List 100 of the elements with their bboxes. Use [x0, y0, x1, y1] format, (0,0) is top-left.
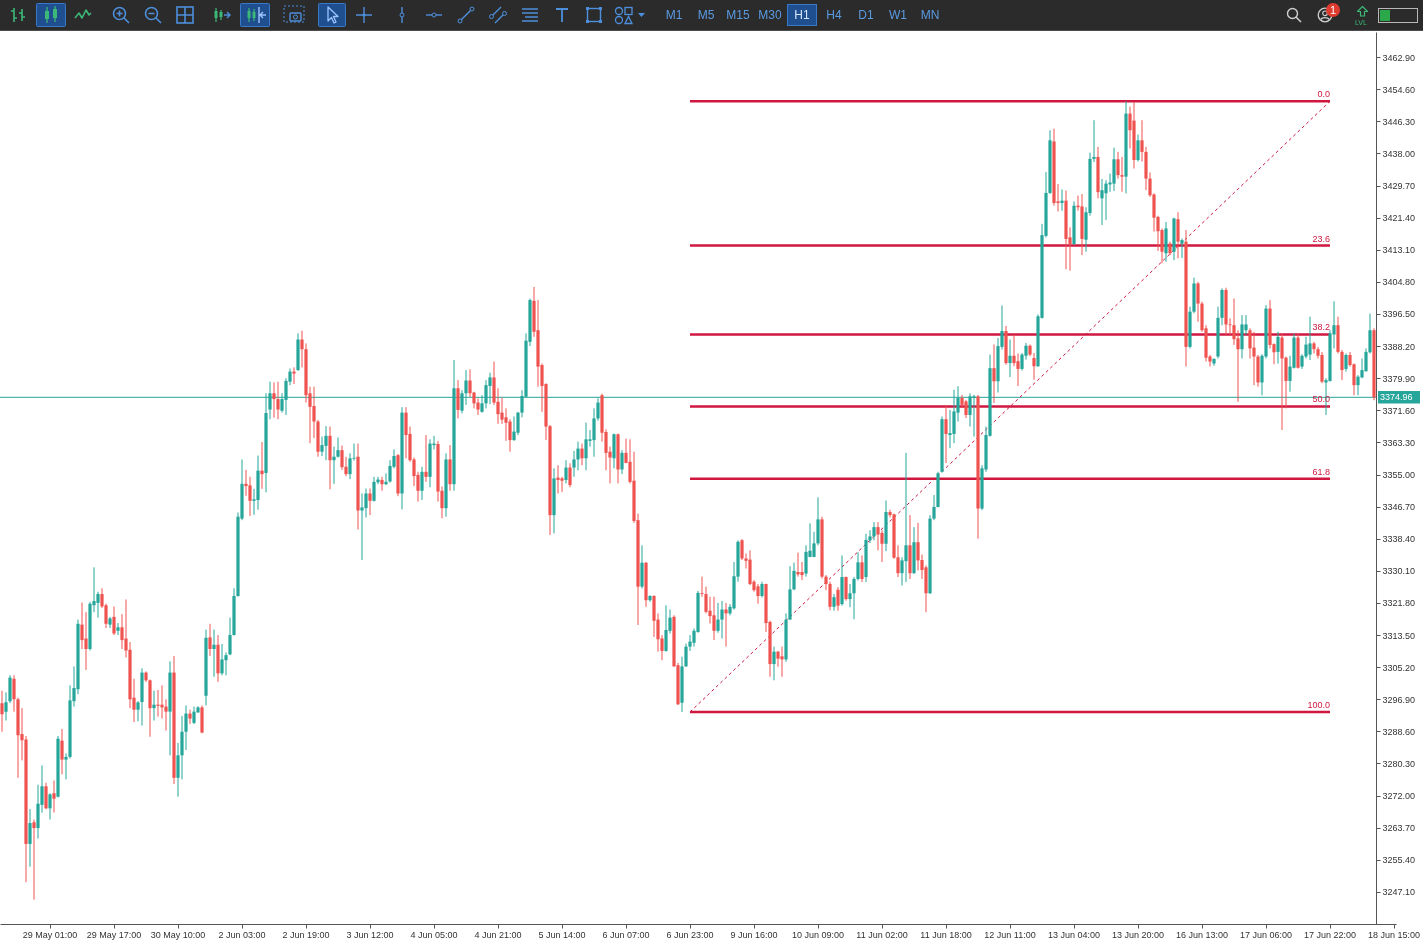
candlestick: [1176, 211, 1180, 259]
y-tick-label: 3346.70: [1382, 502, 1416, 513]
candlestick: [360, 492, 364, 561]
candlestick: [44, 782, 48, 810]
candlestick: [872, 521, 876, 541]
candlestick: [276, 381, 280, 420]
candlestick: [380, 476, 384, 492]
y-tick-label: 3438.00: [1382, 148, 1416, 159]
candlestick: [904, 452, 908, 583]
y-tick-label: 3313.50: [1382, 630, 1416, 641]
x-tick-label: 13 Jun 20:00: [1111, 929, 1165, 940]
candlestick: [612, 433, 616, 469]
candlestick: [944, 404, 948, 464]
candlestick: [972, 394, 976, 438]
x-tick-label: 6 Jun 23:00: [666, 929, 714, 940]
x-tick-label: 29 May 17:00: [86, 929, 142, 940]
candlestick: [1280, 332, 1284, 431]
candlestick: [1252, 331, 1256, 386]
candlestick: [860, 554, 864, 583]
candlestick: [1180, 238, 1184, 259]
candlestick: [48, 792, 52, 821]
y-tick-label: 3396.50: [1382, 309, 1416, 320]
candlestick: [32, 819, 36, 901]
y-tick-label: 3363.30: [1382, 437, 1416, 448]
y-tick-label: 3388.20: [1382, 341, 1416, 352]
y-tick-label: 3421.40: [1382, 213, 1416, 224]
series-label: 100.0: [1307, 700, 1330, 711]
candlestick: [220, 643, 224, 676]
candlestick: [292, 366, 296, 385]
candlestick: [1120, 156, 1124, 193]
x-tick-label: 18 Jun 15:00: [1367, 929, 1421, 940]
x-tick-label: 12 Jun 11:00: [984, 929, 1036, 940]
y-tick-label: 3288.60: [1382, 726, 1416, 737]
candlestick: [272, 381, 276, 419]
x-tick-label: 2 Jun 19:00: [282, 929, 330, 940]
series-label: 23.6: [1312, 233, 1330, 244]
x-tick-label: 3 Jun 12:00: [346, 929, 394, 940]
candlestick: [112, 605, 116, 636]
x-tick-label: 5 Jun 14:00: [538, 929, 586, 940]
x-tick-label: 4 Jun 05:00: [410, 929, 458, 940]
candlestick: [992, 344, 996, 404]
y-tick-label: 3355.00: [1382, 470, 1416, 481]
series-label: 38.2: [1312, 322, 1330, 333]
candlestick: [212, 629, 216, 678]
y-tick-label: 3247.10: [1382, 887, 1416, 898]
y-tick-label: 3454.60: [1382, 84, 1416, 95]
y-tick-label: 3296.90: [1382, 694, 1416, 705]
candlestick: [372, 476, 376, 503]
candlestick: [780, 646, 784, 678]
y-tick-label: 3280.30: [1382, 758, 1416, 769]
candlestick: [368, 487, 372, 516]
candlestick: [1344, 352, 1348, 373]
y-tick-label: 3321.80: [1382, 598, 1416, 609]
x-tick-label: 11 Jun 18:00: [920, 929, 972, 940]
candlestick: [756, 583, 760, 605]
candlestick: [116, 622, 120, 636]
x-tick-label: 17 Jun 06:00: [1239, 929, 1293, 940]
candlestick: [836, 586, 840, 612]
candlestick: [556, 464, 560, 494]
candlestick: [964, 399, 968, 419]
y-tick-label: 3462.90: [1382, 52, 1416, 63]
x-tick-label: 29 May 01:00: [22, 929, 78, 940]
y-tick-label: 3272.00: [1382, 791, 1416, 802]
y-tick-label: 3338.40: [1382, 534, 1416, 545]
candlestick: [60, 728, 64, 775]
candlestick: [456, 379, 460, 419]
x-tick-label: 9 Jun 16:00: [730, 929, 778, 940]
badge: 1: [1326, 3, 1340, 17]
candlestick: [324, 425, 328, 461]
text: M15: [725, 7, 751, 24]
candlestick: [1060, 188, 1064, 212]
candlestick: [512, 416, 516, 442]
candlestick: [796, 552, 800, 578]
candlestick: [620, 449, 624, 475]
x-tick-label: 30 May 10:00: [150, 929, 206, 940]
candlestick: [640, 544, 644, 590]
candlestick: [1276, 331, 1280, 364]
y-tick-label: 3305.20: [1382, 662, 1416, 673]
candlestick: [564, 459, 568, 484]
text: MN: [919, 7, 941, 24]
series-label: 61.8: [1312, 466, 1330, 477]
x-tick-label: 2 Jun 03:00: [218, 929, 266, 940]
candlestick: [664, 604, 668, 653]
candlestick: [584, 422, 588, 471]
y-tick-label: 3379.90: [1382, 373, 1416, 384]
text: W1: [888, 7, 908, 24]
text: H1: [788, 5, 816, 25]
candlestick: [1136, 134, 1140, 163]
candlestick: [0, 690, 4, 733]
candlestick: [332, 446, 336, 485]
y-tick-label: 3371.60: [1382, 405, 1416, 416]
text: H4: [825, 7, 843, 24]
x-tick-label: 16 Jun 13:00: [1175, 929, 1229, 940]
candlestick: [156, 689, 160, 718]
candlestick: [720, 600, 724, 640]
candlestick: [1100, 178, 1104, 226]
x-tick-label: 11 Jun 02:00: [856, 929, 908, 940]
candlestick: [424, 434, 428, 483]
candlestick: [208, 623, 212, 657]
candlestick: [152, 690, 156, 722]
